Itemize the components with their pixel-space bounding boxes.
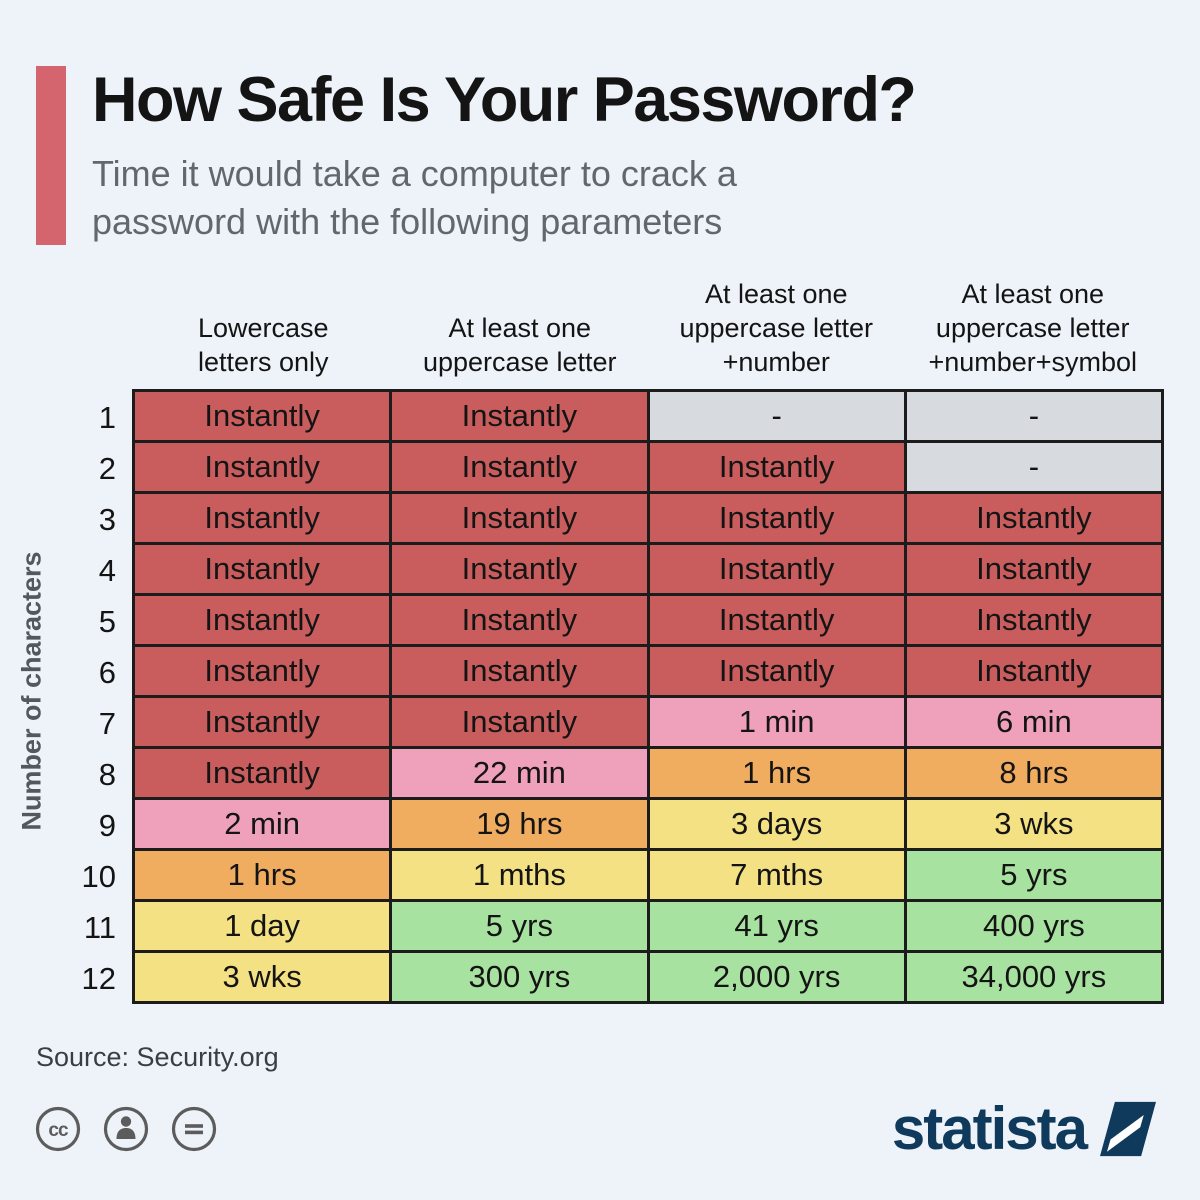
table-cell: 1 min [649,698,904,747]
table-cell: Instantly [906,596,1161,645]
title-block: How Safe Is Your Password? Time it would… [92,65,917,245]
table-cell: Instantly [649,443,904,492]
page-title: How Safe Is Your Password? [92,65,917,135]
column-header: At least one uppercase letter [422,313,617,378]
row-label: 3 [98,501,116,537]
y-axis-label: Number of characters [10,277,54,1004]
data-table: Lowercase letters only At least one upper… [54,277,1164,1005]
table-cell: Instantly [649,545,904,594]
page-subtitle: Time it would take a computer to crack a… [92,153,737,242]
table-cell: 3 days [649,800,904,849]
row-label: 2 [98,450,116,486]
row-label: 6 [98,654,116,690]
table-cell: 5 yrs [906,851,1161,900]
table-cell: Instantly [906,545,1161,594]
table-cell: 1 hrs [135,851,390,900]
table-cell: - [906,443,1161,492]
table-cell: Instantly [906,494,1161,543]
table-cell: 6 min [906,698,1161,747]
chart-area: Number of characters Lowercase letters o… [10,277,1164,1005]
table-cell: Instantly [135,392,390,441]
row-label: 4 [98,552,116,588]
column-header: At least one uppercase letter +number [679,279,874,378]
row-label: 12 [81,960,116,996]
table-cell: Instantly [392,698,647,747]
table-cell: Instantly [649,494,904,543]
source-text: Source: Security.org [36,1042,279,1073]
statista-wordmark: statista [891,1095,1088,1163]
table-cell: Instantly [135,443,390,492]
row-label: 10 [81,858,116,894]
column-header: Lowercase letters only [197,313,329,378]
table-cell: Instantly [135,596,390,645]
table-cell: Instantly [906,647,1161,696]
row-label: 11 [83,909,116,945]
table-cell: Instantly [135,749,390,798]
table-cell: 19 hrs [392,800,647,849]
table-cell: 7 mths [649,851,904,900]
row-label: 9 [98,807,116,843]
table-cell: 22 min [392,749,647,798]
table-cell: 2 min [135,800,390,849]
table-cell: 1 mths [392,851,647,900]
table-cell: Instantly [392,392,647,441]
table-cell: Instantly [392,545,647,594]
footer: cc statista [34,1099,1156,1159]
column-headers: Lowercase letters only At least one upper… [132,277,1164,389]
table-cell: Instantly [135,647,390,696]
table-cell: 41 yrs [649,902,904,951]
table-cell: Instantly [135,698,390,747]
statista-logo: statista [892,1099,1156,1159]
table-cell: Instantly [649,596,904,645]
table-cell: - [649,392,904,441]
table-cell: Instantly [392,494,647,543]
statista-logo-icon [1100,1101,1156,1157]
table-cell: 3 wks [135,953,390,1002]
row-label: 7 [98,705,116,741]
title-accent-bar [36,66,66,246]
table-cell: Instantly [135,545,390,594]
table-cell: Instantly [135,494,390,543]
table-cell: 34,000 yrs [906,953,1161,1002]
table-cell: 300 yrs [392,953,647,1002]
license-icons: cc [34,1105,218,1153]
row-label: 5 [98,603,116,639]
table-cell: 5 yrs [392,902,647,951]
no-derivatives-icon [171,1107,217,1152]
table-grid: Instantly Instantly - - Instantly Instantly In… [132,389,1164,1005]
row-labels: 1 2 3 4 5 6 7 8 9 10 11 12 [54,389,132,1004]
header: How Safe Is Your Password? Time it would… [36,65,1160,246]
table-cell: Instantly [649,647,904,696]
row-label: 1 [98,399,116,435]
table-cell: Instantly [392,647,647,696]
table-cell: - [906,392,1161,441]
attribution-icon [103,1107,149,1152]
table-cell: Instantly [392,443,647,492]
table-cell: Instantly [392,596,647,645]
cc-icon: cc [35,1107,81,1152]
table-cell: 2,000 yrs [649,953,904,1002]
table-cell: 3 wks [906,800,1161,849]
column-header: At least one uppercase letter +number+sy… [928,279,1138,378]
table-cell: 1 day [135,902,390,951]
row-label: 8 [98,756,116,792]
table-cell: 8 hrs [906,749,1161,798]
table-cell: 400 yrs [906,902,1161,951]
table-cell: 1 hrs [649,749,904,798]
svg-text:cc: cc [48,1120,69,1141]
y-axis-label-text: Number of characters [16,551,47,832]
